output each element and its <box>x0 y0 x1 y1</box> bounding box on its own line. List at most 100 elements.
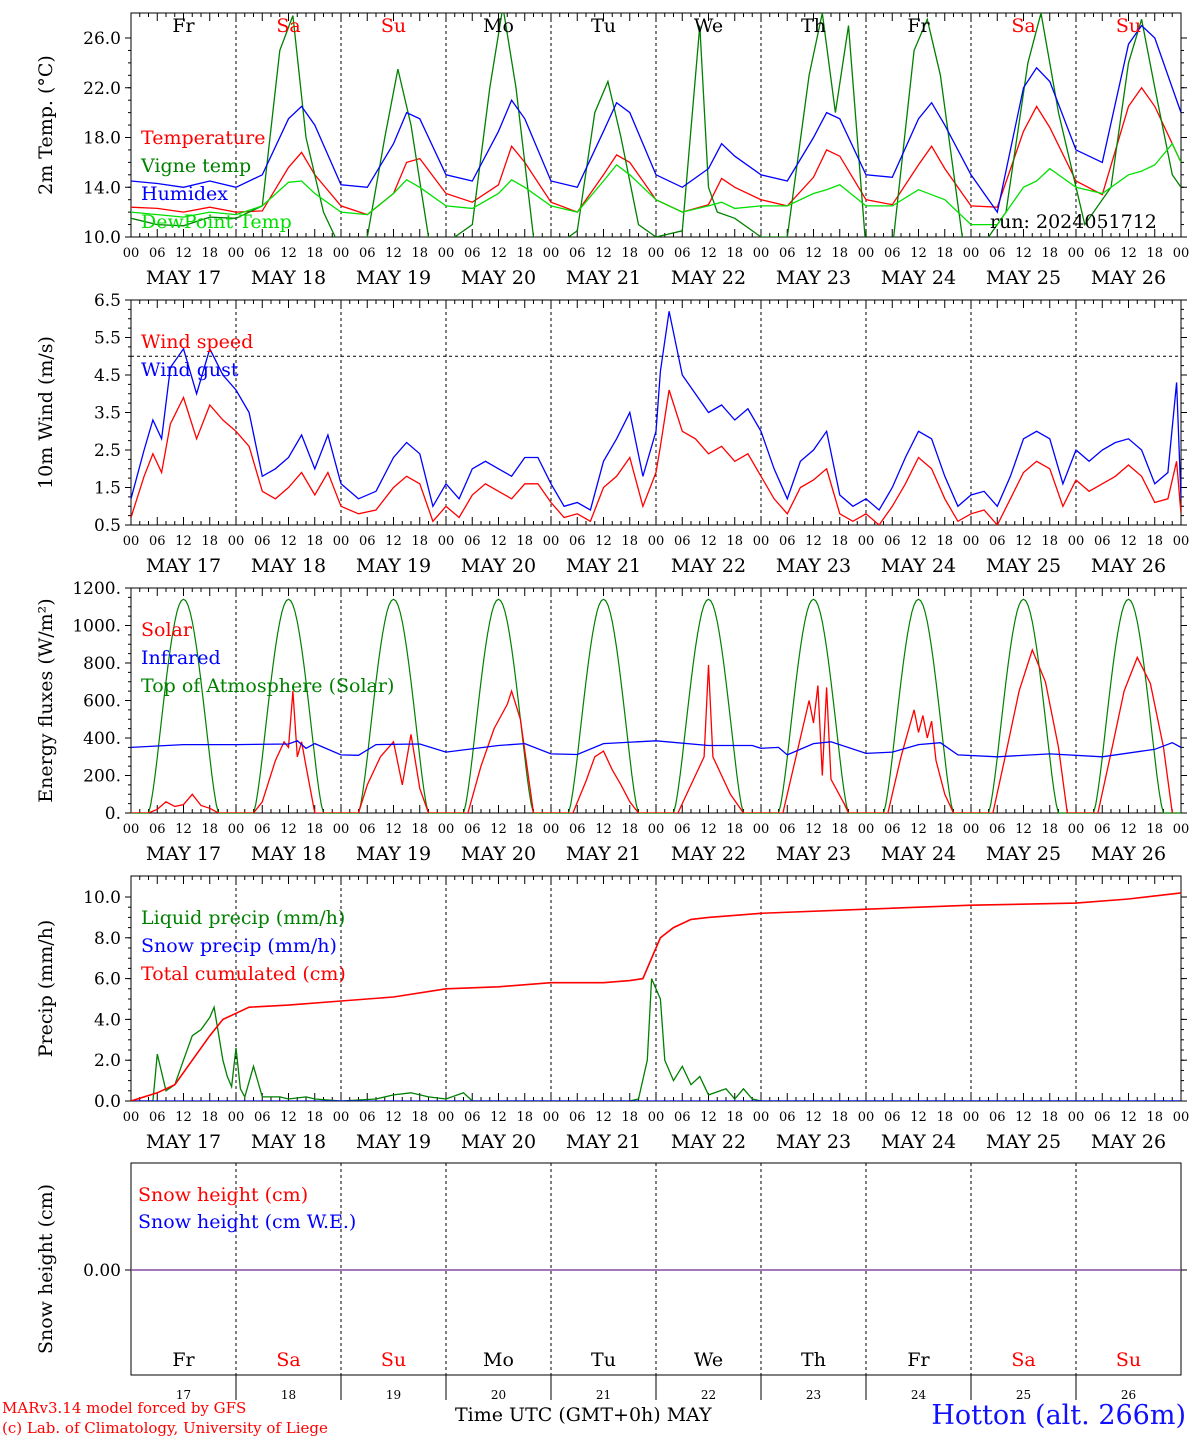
hour-tick-label: 12 <box>700 534 717 549</box>
weekday-label: Th <box>801 1349 826 1371</box>
y-tick-label: 800. <box>83 654 121 674</box>
date-label: MAY 22 <box>671 1131 746 1153</box>
legend-label: Wind gust <box>141 359 239 381</box>
legend-label: Snow height (cm W.E.) <box>138 1211 356 1233</box>
date-label: MAY 21 <box>566 267 641 289</box>
y-axis-title: Precip (mm/h) <box>35 920 57 1058</box>
weekday-label: Fr <box>907 1349 930 1371</box>
hour-tick-label: 06 <box>989 822 1006 837</box>
hour-tick-label: 18 <box>621 822 638 837</box>
hour-tick-label: 12 <box>280 822 297 837</box>
hour-tick-label: 18 <box>1146 1110 1163 1125</box>
hour-tick-label: 18 <box>621 246 638 261</box>
date-label: MAY 20 <box>461 843 536 865</box>
hour-tick-label: 12 <box>700 246 717 261</box>
weekday-label: Mo <box>483 1349 514 1371</box>
hour-tick-label: 18 <box>411 246 428 261</box>
weekday-label: Su <box>1116 1349 1141 1371</box>
hour-tick-label: 18 <box>306 822 323 837</box>
hour-tick-label: 12 <box>805 246 822 261</box>
date-label: MAY 22 <box>671 843 746 865</box>
weekday-label: Su <box>381 15 406 37</box>
weekday-label: Tu <box>591 1349 616 1371</box>
hour-tick-label: 12 <box>595 246 612 261</box>
y-tick-label: 10.0 <box>83 888 121 908</box>
hour-tick-label: 18 <box>831 1110 848 1125</box>
lab-credit: (c) Lab. of Climatology, University of L… <box>2 1419 328 1437</box>
hour-tick-label: 06 <box>779 246 796 261</box>
hour-tick-label: 00 <box>228 1110 245 1125</box>
hour-tick-label: 00 <box>228 822 245 837</box>
weekday-label: Mo <box>483 15 514 37</box>
day-number-label: 22 <box>701 1388 716 1402</box>
series-wind-gust-line <box>131 311 1181 511</box>
y-tick-label: 1000. <box>72 617 121 637</box>
weekday-label: We <box>694 15 723 37</box>
hour-tick-label: 18 <box>201 822 218 837</box>
day-number-label: 18 <box>281 1388 296 1402</box>
hour-tick-label: 00 <box>333 534 350 549</box>
day-number-label: 21 <box>596 1388 611 1402</box>
plot-frame <box>130 299 1182 526</box>
date-label: MAY 25 <box>986 1131 1061 1153</box>
hour-tick-label: 00 <box>1068 534 1085 549</box>
hour-tick-label: 00 <box>648 246 665 261</box>
hour-tick-label: 00 <box>858 246 875 261</box>
weekday-label: Fr <box>172 15 195 37</box>
hour-tick-label: 18 <box>621 1110 638 1125</box>
hour-tick-label: 18 <box>1146 246 1163 261</box>
hour-tick-label: 06 <box>674 246 691 261</box>
hour-tick-label: 18 <box>516 1110 533 1125</box>
hour-tick-label: 00 <box>858 1110 875 1125</box>
y-axis-title: Snow height (cm) <box>35 1184 57 1354</box>
weekday-label: Su <box>381 1349 406 1371</box>
hour-tick-label: 06 <box>884 1110 901 1125</box>
hour-tick-label: 12 <box>700 1110 717 1125</box>
y-tick-label: 600. <box>83 692 121 712</box>
hour-tick-label: 06 <box>1094 534 1111 549</box>
date-label: MAY 21 <box>566 555 641 577</box>
date-label: MAY 19 <box>356 843 431 865</box>
hour-tick-label: 00 <box>963 534 980 549</box>
hour-tick-label: 06 <box>884 534 901 549</box>
legend-label: Snow height (cm) <box>138 1184 308 1206</box>
hour-tick-label: 00 <box>753 1110 770 1125</box>
hour-tick-label: 18 <box>411 534 428 549</box>
hour-tick-label: 00 <box>1173 822 1190 837</box>
hour-tick-label: 12 <box>1120 822 1137 837</box>
y-tick-label: 4.0 <box>94 1010 121 1030</box>
hour-tick-label: 06 <box>149 246 166 261</box>
hour-tick-label: 12 <box>595 822 612 837</box>
hour-tick-label: 00 <box>438 246 455 261</box>
hour-tick-label: 12 <box>595 1110 612 1125</box>
day-number-label: 24 <box>911 1388 927 1402</box>
date-label: MAY 23 <box>776 843 851 865</box>
hour-tick-label: 06 <box>884 822 901 837</box>
y-tick-label: 5.5 <box>94 329 121 349</box>
hour-tick-label: 00 <box>648 1110 665 1125</box>
date-label: MAY 24 <box>881 843 956 865</box>
hour-tick-label: 00 <box>1068 1110 1085 1125</box>
y-tick-label: 18.0 <box>83 129 121 149</box>
hour-tick-label: 18 <box>306 246 323 261</box>
hour-tick-label: 00 <box>963 1110 980 1125</box>
hour-tick-label: 12 <box>490 822 507 837</box>
date-label: MAY 23 <box>776 555 851 577</box>
hour-tick-label: 06 <box>254 246 271 261</box>
hour-tick-label: 12 <box>1120 246 1137 261</box>
hour-tick-label: 06 <box>569 822 586 837</box>
hour-tick-label: 00 <box>1068 246 1085 261</box>
date-label: MAY 17 <box>146 843 221 865</box>
hour-tick-label: 18 <box>726 822 743 837</box>
hour-tick-label: 00 <box>1173 1110 1190 1125</box>
hour-tick-label: 06 <box>989 534 1006 549</box>
hour-tick-label: 18 <box>726 1110 743 1125</box>
legend-label: Infrared <box>141 647 221 669</box>
hour-tick-label: 18 <box>726 246 743 261</box>
date-label: MAY 24 <box>881 267 956 289</box>
hour-tick-label: 06 <box>359 1110 376 1125</box>
hour-tick-label: 06 <box>149 1110 166 1125</box>
hour-tick-label: 12 <box>490 246 507 261</box>
hour-tick-label: 06 <box>884 246 901 261</box>
date-label: MAY 21 <box>566 1131 641 1153</box>
